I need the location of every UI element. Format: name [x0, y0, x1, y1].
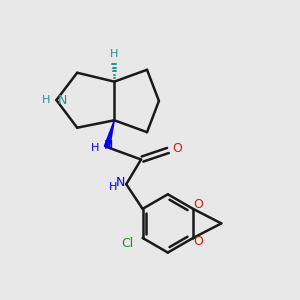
Text: N: N	[116, 176, 125, 189]
Text: N: N	[58, 94, 67, 106]
Text: H: H	[42, 95, 50, 105]
Text: O: O	[194, 235, 203, 248]
Text: O: O	[194, 199, 203, 212]
Text: O: O	[172, 142, 182, 155]
Polygon shape	[104, 120, 114, 148]
Text: N: N	[104, 139, 113, 152]
Text: H: H	[109, 182, 117, 192]
Text: H: H	[110, 49, 118, 59]
Text: Cl: Cl	[122, 237, 134, 250]
Text: H: H	[91, 143, 100, 153]
